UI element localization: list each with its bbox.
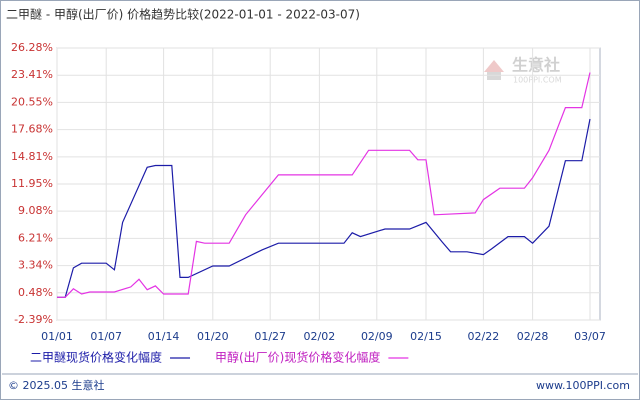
y-tick-label: 6.21% [18, 231, 53, 244]
y-tick-label: 11.95% [11, 177, 53, 190]
y-tick-label: 9.08% [18, 204, 53, 217]
x-tick-label: 02/28 [517, 330, 549, 343]
watermark: 生意社 100PPI.COM [484, 56, 562, 85]
series-line [57, 118, 591, 298]
x-tick-label: 02/09 [361, 330, 393, 343]
y-tick-label: 26.28% [11, 41, 53, 54]
chart-title: 二甲醚 - 甲醇(出厂价) 价格趋势比较(2022-01-01 - 2022-0… [6, 7, 360, 22]
watermark-icon [484, 60, 504, 72]
x-tick-label: 01/14 [148, 330, 180, 343]
watermark-name: 生意社 [512, 56, 560, 75]
x-tick-label: 02/02 [304, 330, 336, 343]
y-tick-label: 3.34% [18, 259, 53, 272]
y-tick-label: -2.39% [14, 313, 53, 326]
x-tick-label: 01/20 [197, 330, 229, 343]
x-tick-label: 02/22 [468, 330, 500, 343]
y-tick-label: 14.81% [11, 150, 53, 163]
y-tick-label: 23.41% [11, 68, 53, 81]
legend-label: 二甲醚现货价格变化幅度 [30, 350, 162, 365]
x-tick-label: 02/15 [410, 330, 442, 343]
watermark-icon [487, 72, 501, 80]
footer-url: www.100PPI.com [536, 379, 630, 392]
footer-copyright: © 2025.05 生意社 [8, 378, 104, 392]
watermark-site: 100PPI.COM [513, 76, 562, 85]
x-tick-label: 01/07 [90, 330, 122, 343]
x-tick-label: 01/01 [41, 330, 73, 343]
x-tick-label: 01/27 [254, 330, 286, 343]
y-tick-label: 17.68% [11, 123, 53, 136]
legend-label: 甲醇(出厂价)现货价格变化幅度 [215, 350, 380, 365]
series-line [57, 72, 591, 298]
y-tick-label: 0.48% [18, 286, 53, 299]
y-tick-label: 20.55% [11, 95, 53, 108]
x-tick-label: 03/07 [574, 330, 606, 343]
